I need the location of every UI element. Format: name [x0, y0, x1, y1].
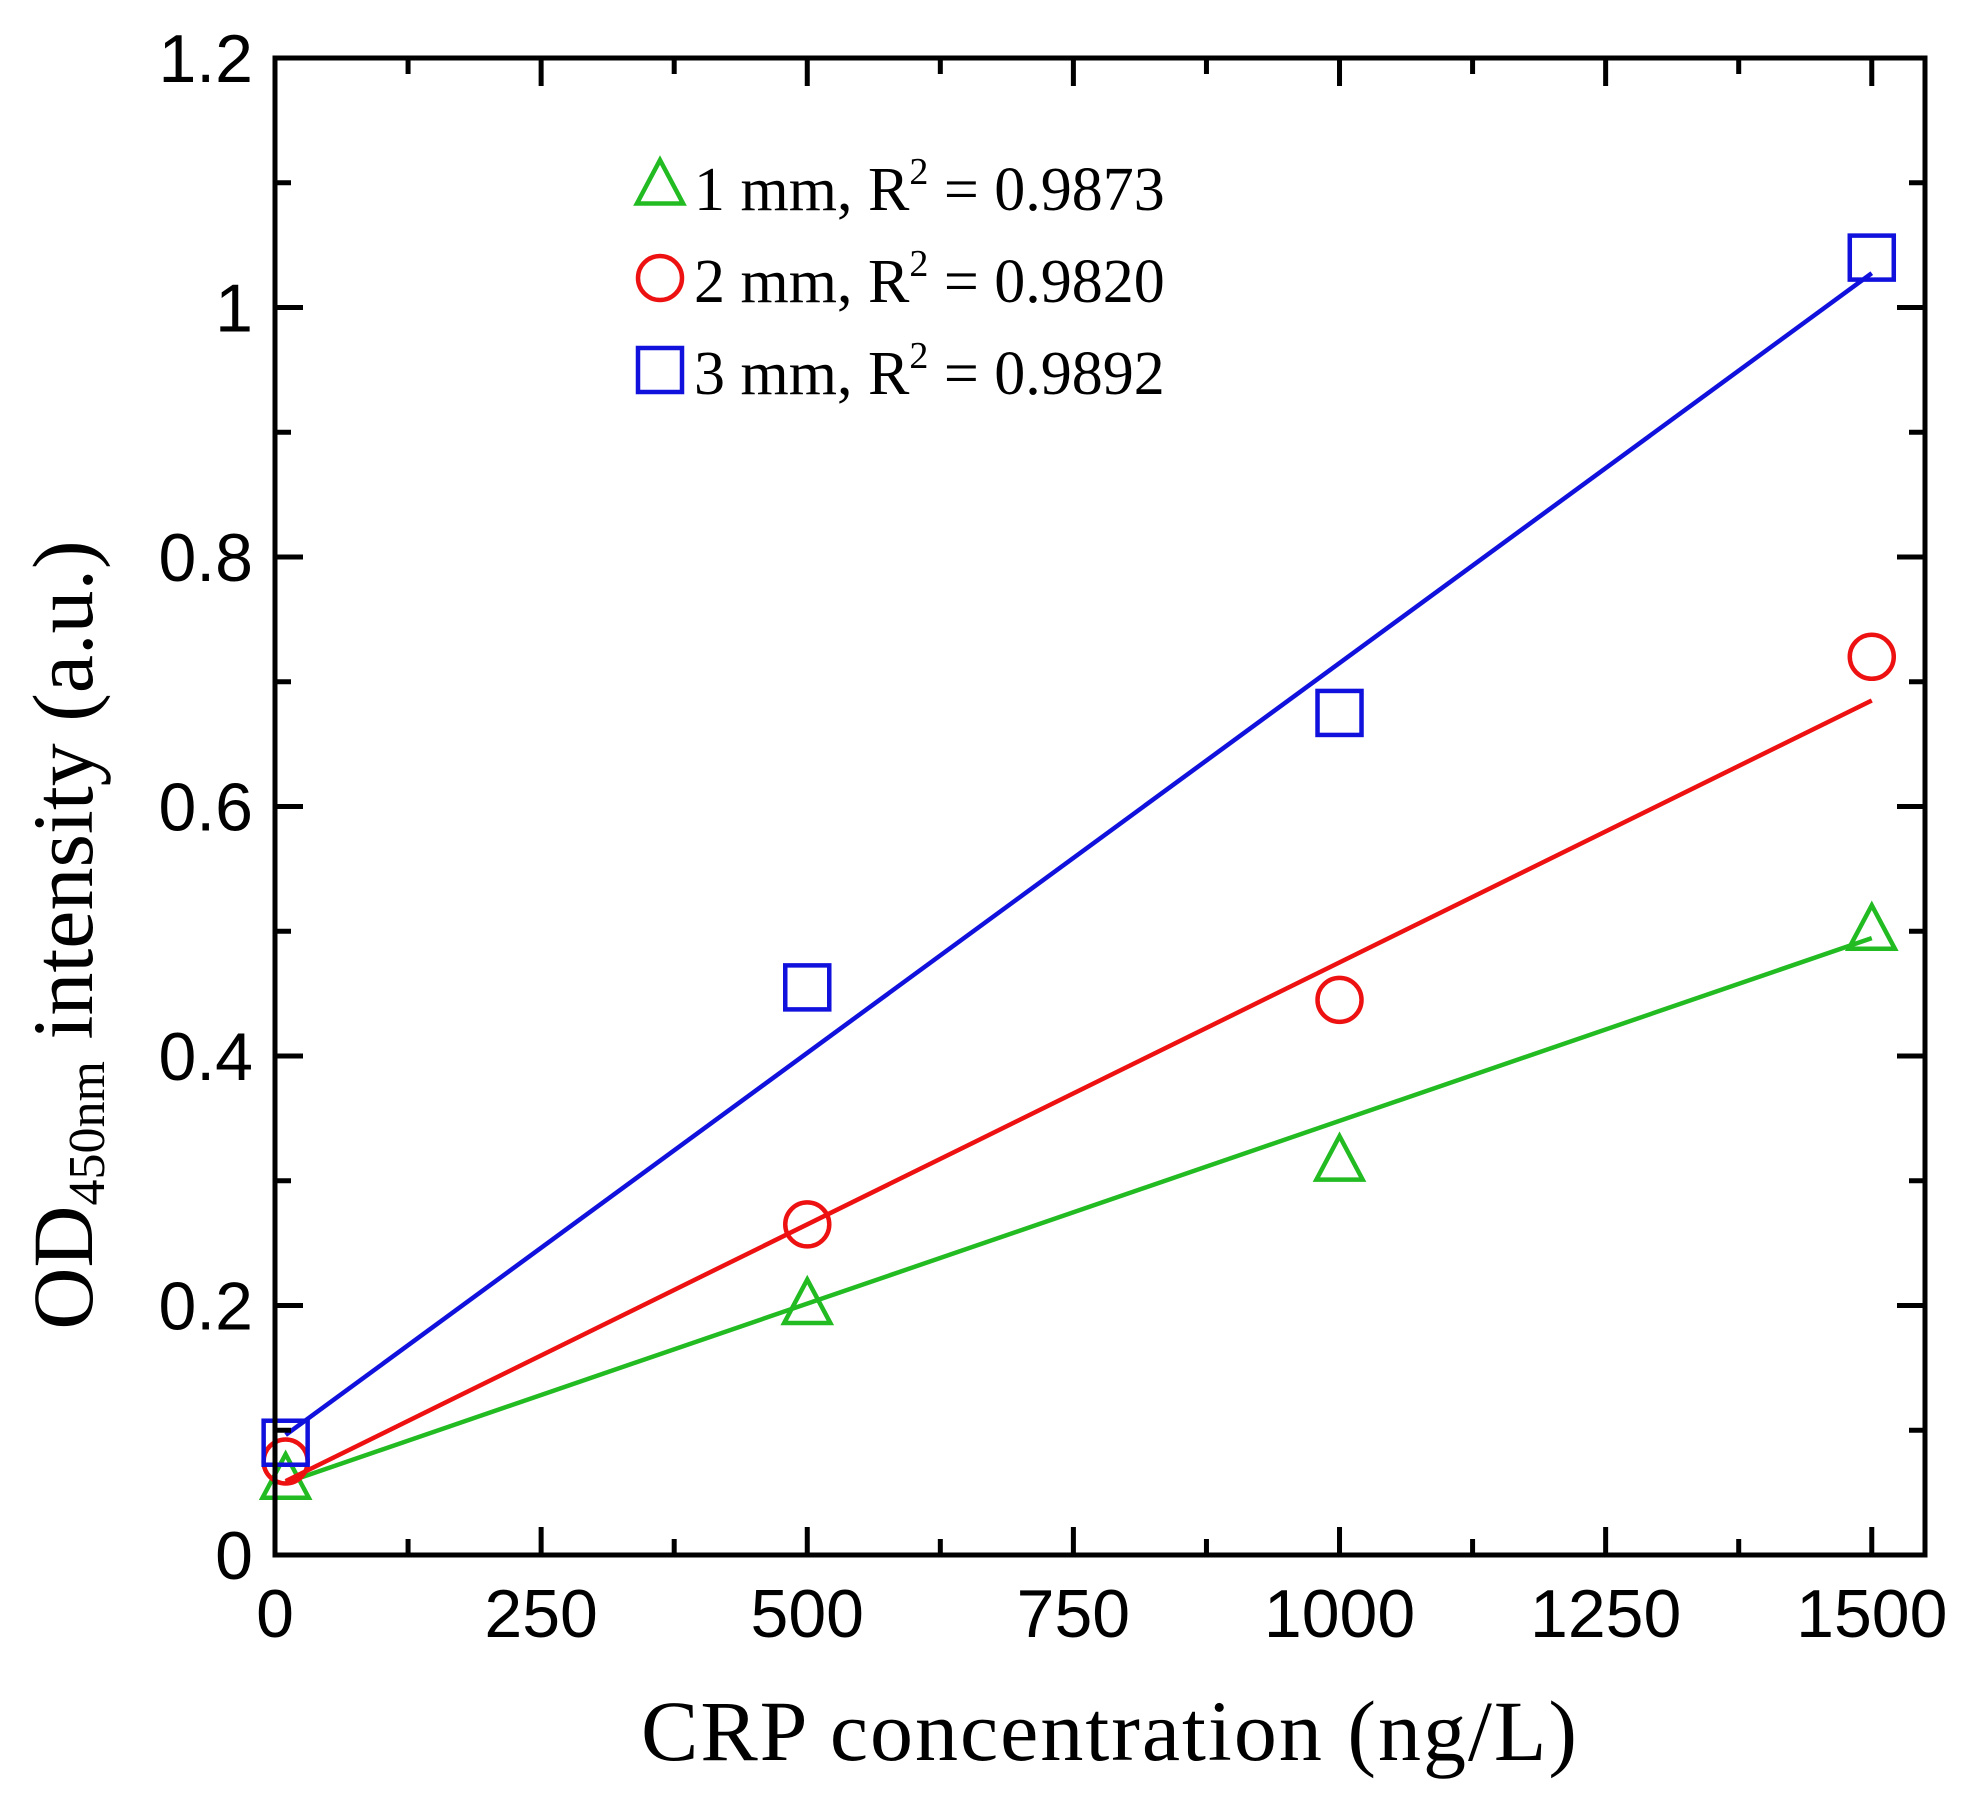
y-axis-title: OD450nm intensity (a.u.) — [15, 540, 116, 1329]
legend-marker — [635, 345, 685, 395]
legend-item: 1 mm, R2 = 0.9873 — [633, 151, 1165, 224]
fit-line — [284, 271, 1874, 1437]
axes — [272, 55, 1928, 1558]
data-point — [783, 963, 832, 1012]
x-tick-label: 750 — [1017, 1576, 1130, 1652]
legend-item: 2 mm, R2 = 0.9820 — [635, 243, 1165, 316]
data-point — [1312, 1131, 1367, 1182]
x-tick-label: 1250 — [1530, 1576, 1681, 1652]
y-tick-label: 0.4 — [158, 1019, 253, 1095]
data-point — [1844, 900, 1899, 952]
y-tick-label: 1.2 — [158, 21, 253, 97]
x-tick-label: 0 — [256, 1576, 294, 1652]
x-tick-label: 1500 — [1796, 1576, 1947, 1652]
legend-label: 1 mm, R2 = 0.9873 — [694, 151, 1165, 224]
fit-line — [284, 935, 1873, 1485]
y-tick-label: 0 — [215, 1518, 253, 1594]
legend-label-text: 2 mm, R — [694, 248, 910, 316]
legend-superscript: 2 — [909, 335, 928, 377]
fit-line — [284, 698, 1873, 1484]
y-axis-title-subscript: 450nm — [59, 1061, 116, 1205]
legend-equals: = — [928, 156, 994, 224]
data-point — [1847, 233, 1897, 282]
legend-label-text: 1 mm, R — [694, 156, 910, 224]
legend-equals: = — [928, 340, 994, 408]
series-2-mm — [261, 632, 1897, 1486]
y-axis-title-rest: intensity (a.u.) — [15, 540, 111, 1061]
x-tick-label: 1000 — [1264, 1576, 1415, 1652]
data-point — [1847, 632, 1897, 682]
legend-marker — [633, 155, 687, 206]
y-tick-label: 0.6 — [158, 770, 253, 846]
y-tick-label: 0.2 — [158, 1269, 253, 1345]
y-tick-label: 1 — [215, 271, 253, 347]
data-point — [1315, 688, 1364, 738]
data-point — [261, 1418, 310, 1467]
x-axis-title: CRP concentration (ng/L) — [641, 1683, 1579, 1779]
legend-r2-value: 0.9820 — [994, 248, 1165, 316]
legend-equals: = — [928, 248, 994, 316]
legend-marker — [635, 253, 685, 303]
axis-titles: CRP concentration (ng/L) OD450nm intensi… — [15, 540, 1579, 1779]
series-3-mm — [261, 233, 1897, 1467]
legend-label-text: 3 mm, R — [694, 340, 910, 408]
legend-label: 2 mm, R2 = 0.9820 — [694, 243, 1165, 316]
data-point — [1315, 975, 1364, 1025]
legend-label: 3 mm, R2 = 0.9892 — [694, 335, 1165, 408]
legend-r2-value: 0.9873 — [994, 156, 1165, 224]
x-tick-label: 500 — [751, 1576, 864, 1652]
data-point — [780, 1274, 835, 1326]
legend-superscript: 2 — [909, 151, 928, 193]
legend-item: 3 mm, R2 = 0.9892 — [635, 335, 1165, 408]
x-tick-label: 250 — [484, 1576, 597, 1652]
tick-labels: 0 250 500 750 1000 1250 1500 0 0.2 0.4 0.6 0.8 1 1.2 — [158, 21, 1947, 1652]
y-tick-label: 0.8 — [158, 520, 253, 596]
plot-area — [258, 233, 1899, 1500]
y-axis-title-main: OD — [15, 1205, 111, 1329]
legend-r2-value: 0.9892 — [994, 340, 1165, 408]
data-point — [783, 1200, 832, 1249]
legend-superscript: 2 — [909, 243, 928, 285]
